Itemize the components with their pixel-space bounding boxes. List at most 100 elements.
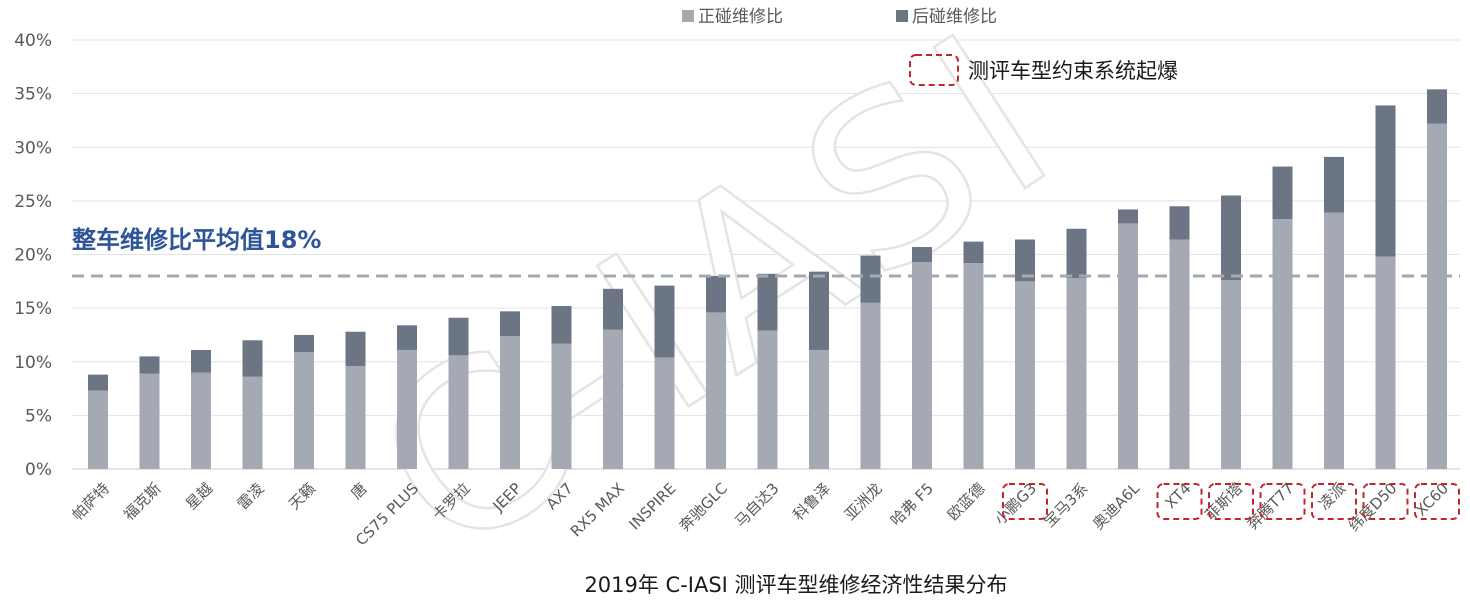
bar-front [963,263,984,469]
x-tick-label: 马自达3 [731,479,782,530]
bar-front [603,329,623,469]
x-tick: 纬度D50 [1345,479,1401,535]
bar-front [1118,223,1138,469]
highlight-box [1414,483,1460,520]
x-tick: 小鹏G3 [991,479,1040,528]
y-axis-ticks: 0% 5% 10% 15% 20% 25% 30% 35% 40% [14,31,52,480]
bar-rear [191,349,211,373]
x-tick-label: 亚洲龙 [841,479,886,524]
bar-front [397,349,417,469]
y-tick-label: 15% [14,299,52,319]
bar-front [551,343,572,469]
bar-front [809,349,829,469]
x-tick-label: 纬度D50 [1345,479,1401,535]
bar-rear [448,317,469,356]
bar-rear [706,275,726,313]
bar-rear [397,325,417,350]
x-tick: 唐 [347,479,370,502]
bar-rear [1427,89,1447,124]
bar-front [139,373,160,469]
highlight-box [1311,483,1357,520]
bar-rear [1272,166,1293,220]
bar-rear [809,271,829,350]
x-tick: 科鲁泽 [790,479,835,524]
x-tick: 福克斯 [120,479,165,524]
legend-label-rear: 后碰维修比 [912,7,997,27]
highlight-annotation: 测评车型约束系统起爆 [909,54,1178,86]
x-tick-label: 奔驰GLC [676,479,731,534]
x-tick-label: 福克斯 [120,479,165,524]
average-label: 整车维修比平均值18% [72,226,321,254]
y-tick-label: 10% [14,353,52,373]
bar-rear [551,305,572,344]
bar-rear [1221,195,1241,281]
bar-rear [88,374,108,391]
highlight-box [1362,483,1409,520]
bar-front [654,357,675,469]
x-tick-label: 天籁 [285,479,319,513]
bar-rear [1375,105,1396,257]
bar-rear [1324,156,1344,213]
y-tick-label: 40% [14,31,52,51]
bar-rear [294,334,314,353]
highlight-box [1259,483,1306,520]
highlight-box [1208,483,1254,520]
bar-front [1324,212,1344,470]
highlight-box [1156,483,1203,520]
highlight-legend-box [909,54,959,86]
x-tick: 帕萨特 [69,479,114,524]
bar-rear [1015,239,1035,282]
bar-front [191,372,211,469]
x-tick: 星越 [182,479,216,513]
highlight-note: 测评车型约束系统起爆 [968,59,1178,83]
legend-swatch-front [682,10,694,22]
x-tick-label: 宝马3系 [1040,479,1091,530]
x-tick-label: 奥迪A6L [1089,479,1143,533]
bar-rear [345,331,366,367]
x-tick-label: 哈弗 F5 [887,479,937,529]
bar-front [1221,280,1241,469]
bar-rear [139,356,160,374]
bar-rear [1066,228,1087,279]
y-tick-label: 30% [14,138,52,158]
legend-swatch-rear [896,10,908,22]
x-tick: 奥迪A6L [1089,479,1143,533]
bar-front [345,366,366,469]
y-tick-label: 20% [14,246,52,266]
bar-front [706,312,726,469]
bar-front [294,352,314,469]
highlight-boxes [1002,483,1460,520]
highlight-box [1002,483,1048,520]
bars [88,89,1447,470]
y-tick-label: 35% [14,85,52,105]
bar-front [448,355,469,469]
x-tick: 雷凌 [234,479,268,513]
bar-rear [757,273,778,331]
bar-front [860,302,881,469]
bar-front [912,262,932,469]
bar-front [757,330,778,469]
y-tick-label: 25% [14,192,52,212]
bar-front [88,390,108,469]
bar-rear [500,311,520,337]
bar-rear [912,246,932,263]
x-tick-label: 奔腾T77 [1244,479,1298,533]
x-tick: 马自达3 [731,479,782,530]
bar-rear [860,255,881,303]
bar-front [1015,281,1035,469]
x-tick: 宝马3系 [1040,479,1091,530]
bar-rear [603,288,623,330]
bar-rear [242,340,263,377]
bar-rear [654,285,675,358]
bar-front [500,336,520,469]
bar-front [1375,256,1396,469]
y-tick-label: 0% [25,460,52,480]
chart-title: 2019年 C-IASI 测评车型维修经济性结果分布 [584,573,1007,597]
y-tick-label: 5% [25,406,52,426]
bar-front [1066,278,1087,469]
x-tick-label: 雷凌 [234,479,268,513]
x-tick: 天籁 [285,479,319,513]
x-tick: 奔驰GLC [676,479,731,534]
